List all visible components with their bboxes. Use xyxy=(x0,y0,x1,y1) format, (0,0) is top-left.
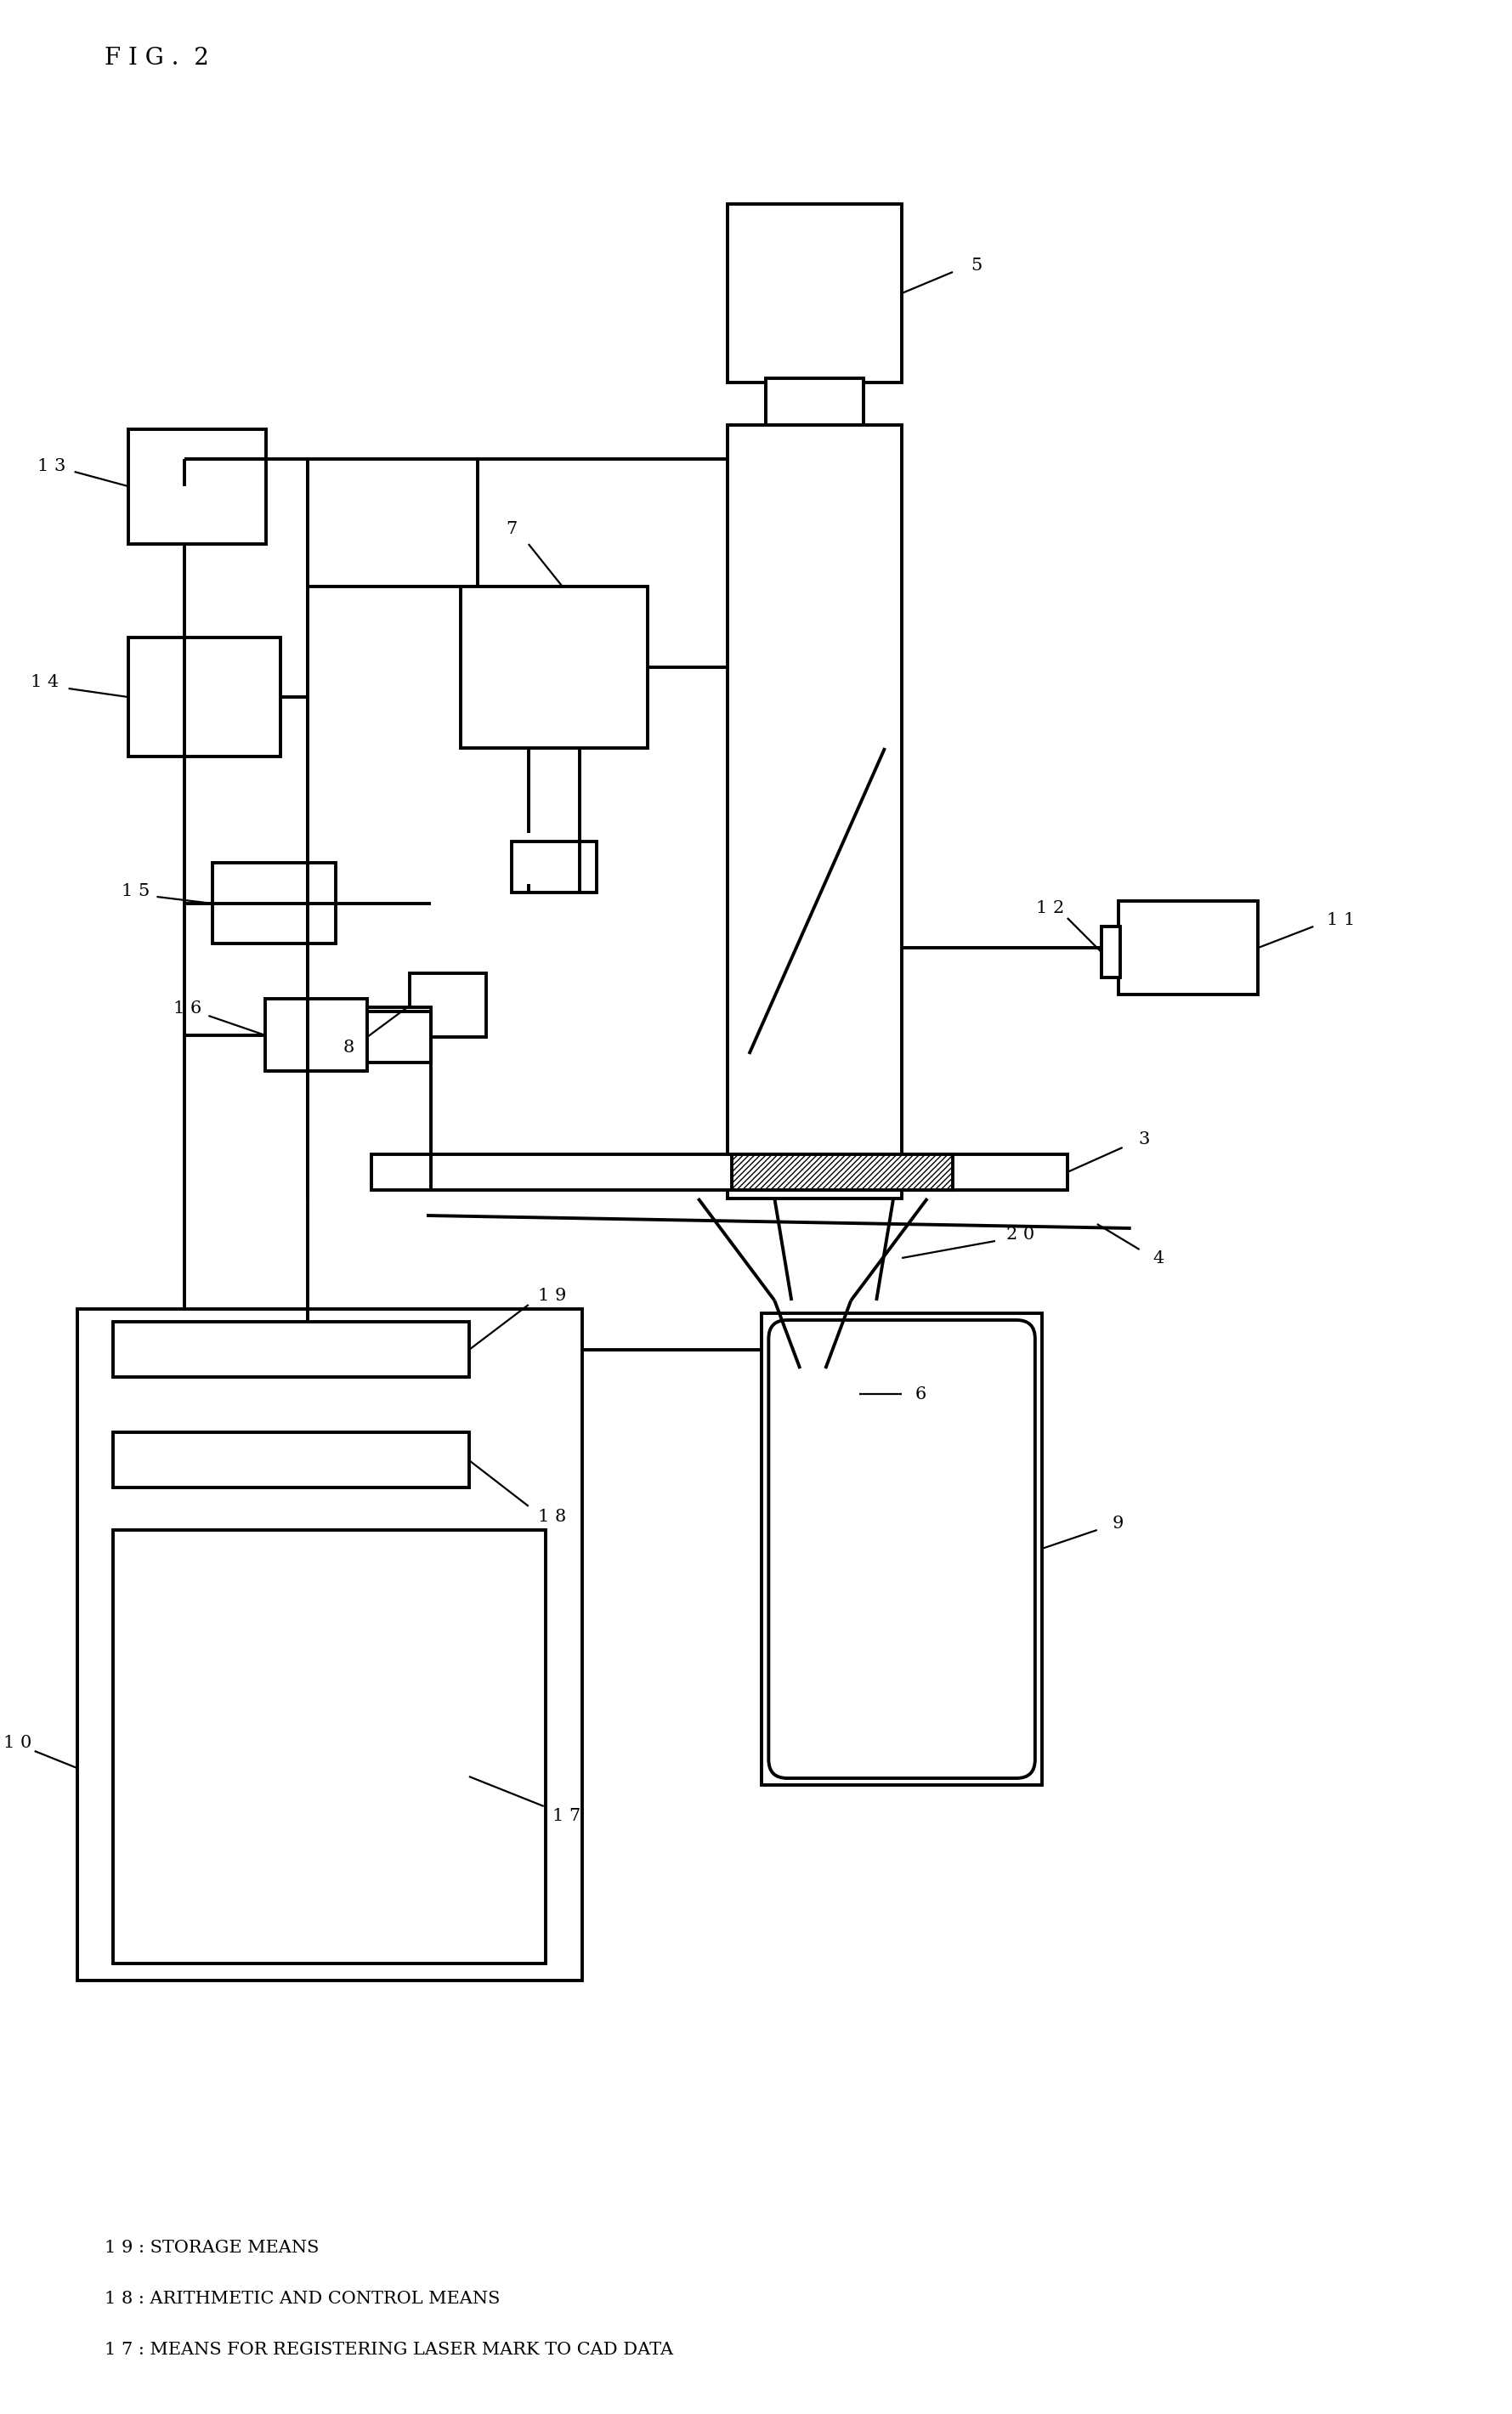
Text: 5: 5 xyxy=(971,258,983,273)
Bar xyxy=(129,637,281,756)
Text: 1 6: 1 6 xyxy=(174,999,201,1016)
Bar xyxy=(727,205,901,381)
Text: 1 5: 1 5 xyxy=(121,884,150,898)
Text: 1 2: 1 2 xyxy=(1036,900,1064,915)
Text: 2 0: 2 0 xyxy=(1007,1226,1034,1243)
Bar xyxy=(1119,900,1258,995)
Text: F I G .  2: F I G . 2 xyxy=(104,46,209,70)
Text: 1 1: 1 1 xyxy=(1326,912,1355,927)
Text: 3: 3 xyxy=(1139,1130,1149,1147)
Text: 1 0: 1 0 xyxy=(3,1733,32,1750)
Bar xyxy=(367,1007,431,1062)
FancyBboxPatch shape xyxy=(768,1320,1036,1779)
Bar xyxy=(732,1154,953,1190)
Text: 1 7: 1 7 xyxy=(552,1808,581,1825)
Text: 9: 9 xyxy=(1113,1516,1123,1530)
Bar xyxy=(113,1432,469,1487)
Bar xyxy=(113,1323,469,1376)
Text: 1 9 : STORAGE MEANS: 1 9 : STORAGE MEANS xyxy=(104,2240,319,2257)
Bar xyxy=(77,1308,582,1979)
Bar xyxy=(767,379,863,425)
Bar xyxy=(113,1530,546,1963)
Bar xyxy=(461,587,647,748)
Bar xyxy=(762,1313,1042,1784)
Text: 8: 8 xyxy=(343,1038,354,1055)
Bar xyxy=(511,842,596,893)
Text: 1 8: 1 8 xyxy=(538,1509,567,1526)
Text: 4: 4 xyxy=(1152,1250,1164,1265)
Bar xyxy=(809,1352,859,1436)
Bar xyxy=(266,999,367,1072)
Text: 6: 6 xyxy=(915,1386,927,1403)
Bar xyxy=(1101,927,1120,978)
Text: 1 7 : MEANS FOR REGISTERING LASER MARK TO CAD DATA: 1 7 : MEANS FOR REGISTERING LASER MARK T… xyxy=(104,2342,673,2358)
Text: 1 4: 1 4 xyxy=(30,674,59,690)
Bar xyxy=(410,973,485,1038)
Bar xyxy=(727,425,901,1197)
Bar xyxy=(129,430,266,543)
Bar xyxy=(372,1154,1067,1190)
Text: 1 9: 1 9 xyxy=(538,1289,567,1304)
Text: 7: 7 xyxy=(507,521,517,536)
Text: 1 3: 1 3 xyxy=(38,459,65,473)
Bar xyxy=(213,862,336,944)
Text: 1 8 : ARITHMETIC AND CONTROL MEANS: 1 8 : ARITHMETIC AND CONTROL MEANS xyxy=(104,2291,499,2308)
